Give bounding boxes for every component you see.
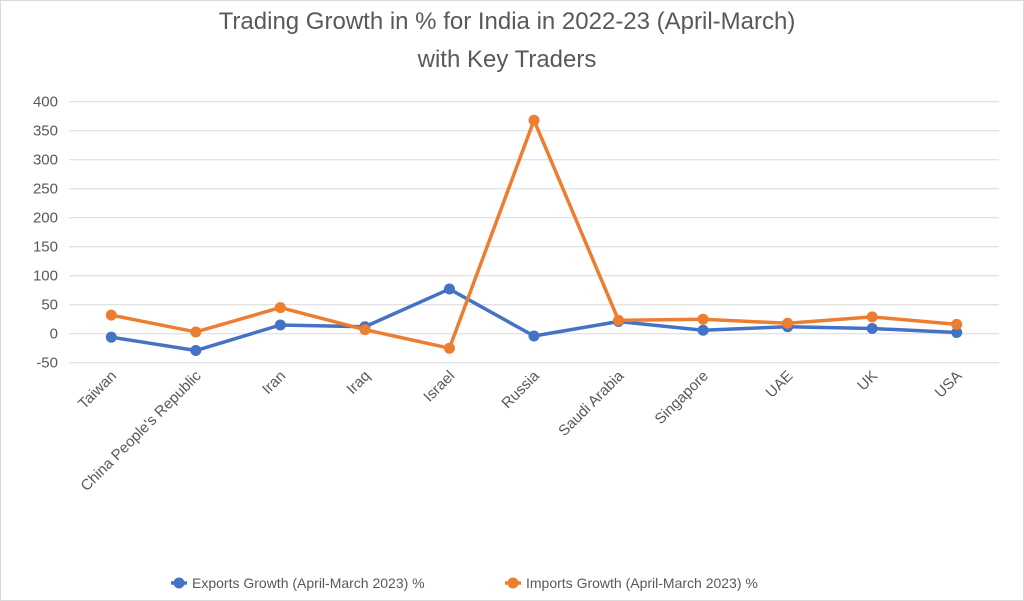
legend-marker xyxy=(507,577,519,589)
x-tick-label: UAE xyxy=(763,368,797,402)
x-tick-label: Singapore xyxy=(652,368,712,428)
data-point xyxy=(190,345,202,357)
data-point xyxy=(951,327,963,339)
data-point xyxy=(190,326,202,338)
data-point xyxy=(782,317,794,329)
chart-title-line2: with Key Traders xyxy=(417,46,597,73)
chart-title-line1: Trading Growth in % for India in 2022-23… xyxy=(219,8,796,35)
data-point xyxy=(866,311,878,323)
x-tick-label: Israel xyxy=(420,368,458,406)
x-tick-label: Saudi Arabia xyxy=(555,367,628,440)
x-tick-label: Iraq xyxy=(343,368,373,398)
y-tick-label: -50 xyxy=(36,355,58,372)
data-point xyxy=(359,324,371,336)
y-tick-label: 300 xyxy=(33,152,58,169)
x-tick-label: UK xyxy=(854,368,881,395)
data-point xyxy=(274,302,286,314)
data-point xyxy=(697,324,709,336)
x-tick-label: Iran xyxy=(259,368,289,398)
data-point xyxy=(443,342,455,354)
data-point xyxy=(105,309,117,321)
y-tick-label: 250 xyxy=(33,181,58,198)
y-tick-label: 150 xyxy=(33,239,58,256)
y-tick-label: 400 xyxy=(33,94,58,111)
data-point xyxy=(528,330,540,342)
legend-marker xyxy=(173,577,185,589)
data-point xyxy=(105,331,117,343)
data-point xyxy=(613,314,625,326)
data-point xyxy=(951,318,963,330)
y-tick-label: 0 xyxy=(50,326,58,343)
data-point xyxy=(274,319,286,331)
legend-label: Exports Growth (April-March 2023) % xyxy=(192,575,425,591)
x-tick-label: Russia xyxy=(498,367,543,412)
x-tick-label: Taiwan xyxy=(75,368,120,413)
data-point xyxy=(528,114,540,126)
y-tick-label: 200 xyxy=(33,210,58,227)
data-point xyxy=(697,313,709,325)
y-tick-label: 50 xyxy=(41,297,58,314)
x-tick-label: USA xyxy=(932,368,966,402)
data-point xyxy=(443,283,455,295)
y-tick-label: 350 xyxy=(33,123,58,140)
data-point xyxy=(866,322,878,334)
y-tick-label: 100 xyxy=(33,268,58,285)
legend-label: Imports Growth (April-March 2023) % xyxy=(526,575,758,591)
series-line xyxy=(110,118,957,350)
